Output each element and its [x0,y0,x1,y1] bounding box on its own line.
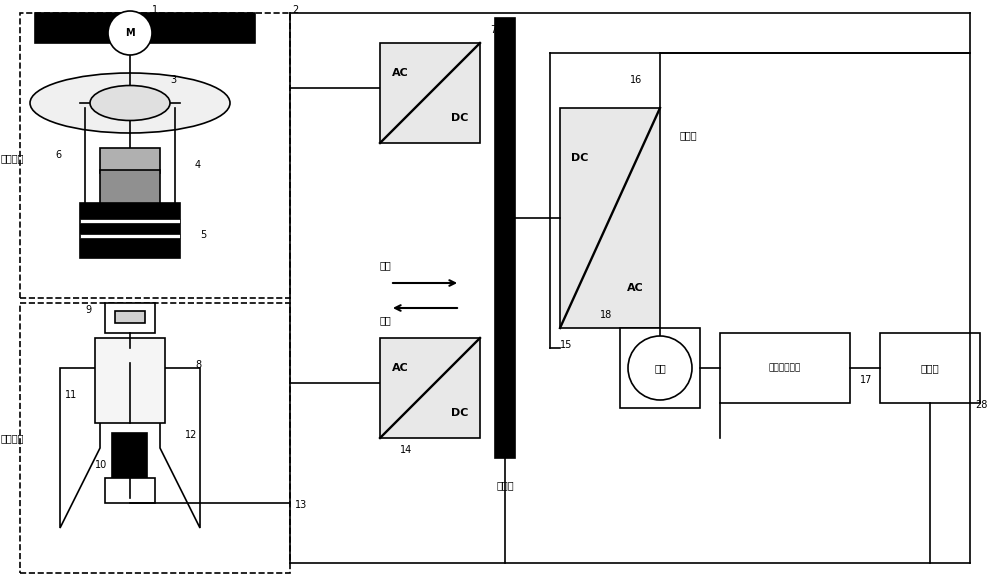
Bar [105,478,155,503]
Text: M: M [125,28,135,38]
Text: 7: 7 [490,25,496,35]
Bar [80,234,180,238]
Text: 4: 4 [195,160,201,170]
Text: AC: AC [627,283,643,293]
Text: 5: 5 [200,230,206,240]
Bar [20,303,290,573]
Text: 28: 28 [975,400,987,410]
Bar [720,333,850,403]
Text: 放电: 放电 [380,260,392,270]
Text: 11: 11 [65,390,77,400]
Text: 储能飞轮: 储能飞轮 [0,433,24,443]
Polygon shape [160,368,200,528]
Bar [80,203,180,258]
Bar [80,219,180,223]
Bar [495,18,515,458]
Text: DC: DC [451,408,469,418]
Text: AC: AC [392,68,408,78]
Polygon shape [60,368,100,528]
Bar [105,303,155,333]
Text: 能量管理系统: 能量管理系统 [769,363,801,373]
Text: 9: 9 [85,305,91,315]
Text: AC: AC [392,363,408,373]
Bar [115,311,145,323]
Text: 12: 12 [185,430,197,440]
Text: 14: 14 [400,445,412,455]
Bar [112,433,147,478]
Text: 1: 1 [152,5,158,15]
Text: DC: DC [571,153,589,163]
Circle shape [628,336,692,400]
Bar [20,13,290,298]
Text: 电网侧: 电网侧 [680,130,698,140]
Text: 17: 17 [860,375,872,385]
Text: 2: 2 [292,5,298,15]
Bar [620,328,700,408]
Text: 直流侧: 直流侧 [496,480,514,490]
Text: 控制器: 控制器 [921,363,939,373]
Text: 13: 13 [295,500,307,510]
Text: 10: 10 [95,460,107,470]
Ellipse shape [90,85,170,121]
Text: 3: 3 [170,75,176,85]
Text: 18: 18 [600,310,612,320]
Bar [880,333,980,403]
Text: 8: 8 [195,360,201,370]
Text: 6: 6 [55,150,61,160]
Ellipse shape [30,73,230,133]
Text: 重力储能: 重力储能 [0,153,24,163]
Text: 15: 15 [560,340,572,350]
Circle shape [108,11,152,55]
Bar [35,13,255,43]
Bar [380,338,480,438]
Text: 充电: 充电 [380,315,392,325]
Text: 16: 16 [630,75,642,85]
Bar [100,148,160,173]
Text: DC: DC [451,113,469,123]
Bar [380,43,480,143]
Bar [100,170,160,208]
Bar [560,108,660,328]
Text: 电网: 电网 [654,363,666,373]
Bar [95,338,165,423]
